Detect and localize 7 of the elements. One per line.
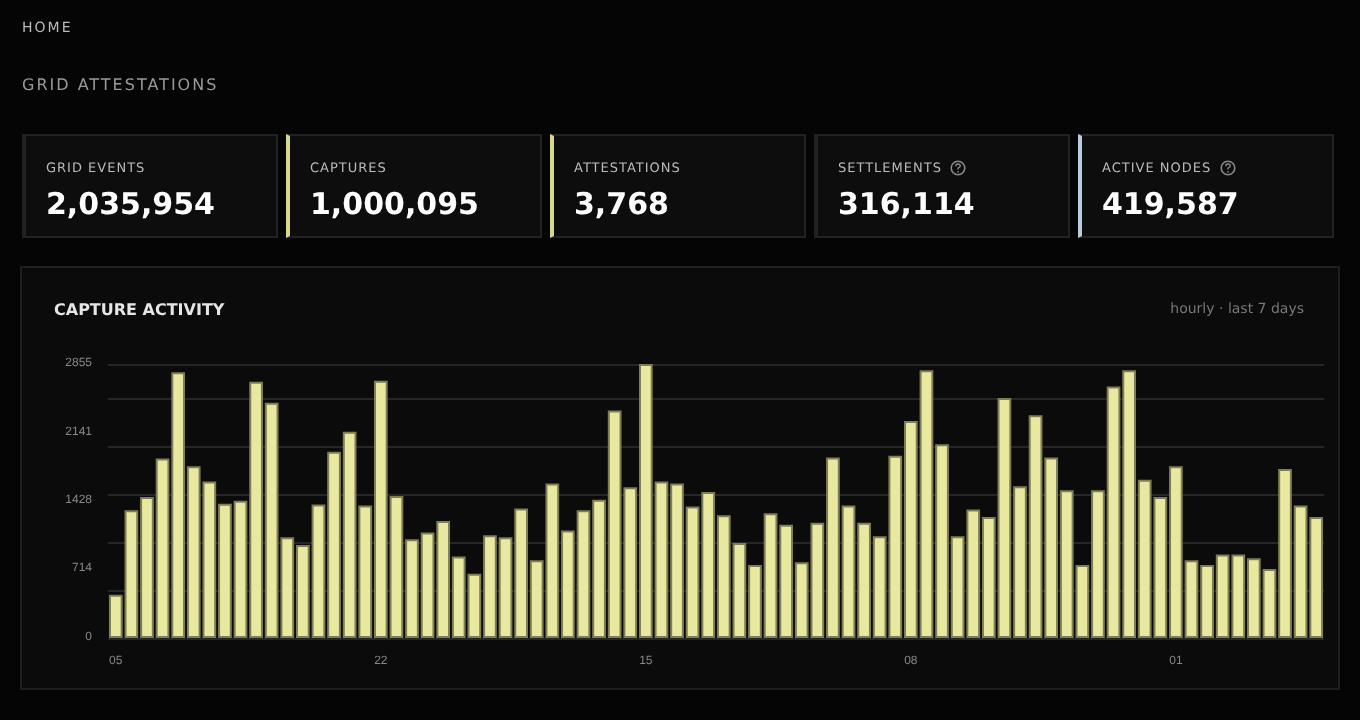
text: 316,114 xyxy=(838,186,975,222)
text: GRID ATTESTATIONS xyxy=(22,76,219,94)
text: 419,587 xyxy=(1102,186,1239,222)
text: 1,000,095 xyxy=(310,186,479,222)
chart-title: CAPTURE ACTIVITY xyxy=(54,301,225,319)
text: 2,035,954 xyxy=(46,186,215,222)
text: 3,768 xyxy=(574,186,669,222)
